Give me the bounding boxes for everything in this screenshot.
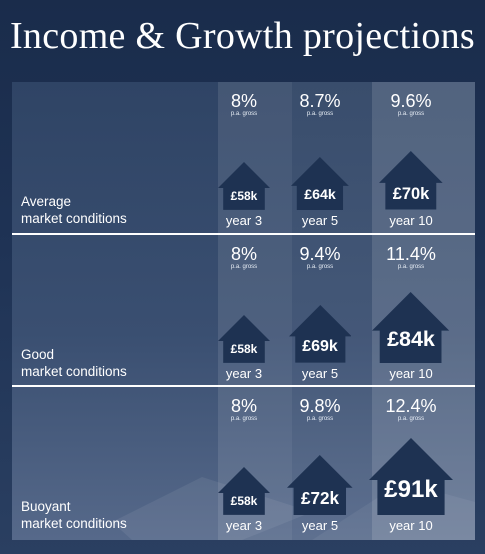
rate-label: p.a. gross <box>230 111 258 117</box>
house-value: £84k <box>387 326 435 351</box>
year-label: year 5 <box>301 366 339 381</box>
house-shape <box>291 156 349 210</box>
rate-label: p.a. gross <box>397 111 425 117</box>
row-divider-2 <box>12 385 475 387</box>
house-value: £64k <box>304 187 336 204</box>
house-shape <box>218 315 270 363</box>
house-icon: £58k <box>218 467 270 515</box>
year-label: year 5 <box>301 213 339 228</box>
column-year-3-background <box>218 82 292 540</box>
house-value: £72k <box>300 488 339 508</box>
row-label-line1: Good <box>21 347 55 362</box>
house-shape <box>218 162 270 210</box>
house-shape <box>379 151 443 210</box>
column-year-5-background <box>292 82 372 540</box>
year-label: year 3 <box>225 213 263 228</box>
year-label: year 5 <box>301 518 339 533</box>
house-shape <box>372 291 450 363</box>
row-label-line1: Buoyant <box>21 499 71 514</box>
house-shape <box>288 305 352 363</box>
house-shape <box>287 454 353 515</box>
house-icon: £91k <box>369 437 453 515</box>
house-value: £58k <box>230 494 258 509</box>
row-label-line2: market conditions <box>21 516 127 531</box>
row-label-line1: Average <box>21 194 72 209</box>
rate-value: 9.6% <box>390 91 432 111</box>
row-label: Buoyant market conditions <box>21 498 127 532</box>
house-value: £70k <box>392 184 430 203</box>
projection-table: Average market conditions 8% p.a. gross £58k… <box>12 82 475 540</box>
house-icon: £64k <box>291 156 349 210</box>
rate-label: p.a. gross <box>230 416 258 422</box>
rate-label: p.a. gross <box>306 111 334 117</box>
house-value: £91k <box>384 476 438 504</box>
year-label: year 3 <box>225 366 263 381</box>
year-label: year 3 <box>225 518 263 533</box>
rate-value: 8% <box>230 396 257 416</box>
house-icon: £72k <box>287 454 353 515</box>
rate-value: 8% <box>230 91 257 111</box>
house-icon: £69k <box>288 305 352 363</box>
house-icon: £58k <box>218 162 270 210</box>
row-label-line2: market conditions <box>21 364 127 379</box>
rate-value: 9.4% <box>299 244 341 264</box>
rate-value: 11.4% <box>386 244 436 264</box>
rate-value: 8% <box>230 244 257 264</box>
rate-label: p.a. gross <box>397 264 425 270</box>
row-label-line2: market conditions <box>21 211 127 226</box>
year-label: year 10 <box>389 518 433 533</box>
year-label: year 10 <box>389 213 433 228</box>
house-value: £69k <box>302 338 338 356</box>
house-shape <box>218 467 270 515</box>
house-icon: £84k <box>372 291 450 363</box>
house-value: £58k <box>230 342 258 357</box>
rate-label: p.a. gross <box>306 416 334 422</box>
house-value: £58k <box>230 189 258 204</box>
rate-label: p.a. gross <box>230 264 258 270</box>
house-icon: £58k <box>218 315 270 363</box>
page-title: Income & Growth projections <box>9 15 476 57</box>
row-divider-1 <box>12 233 475 235</box>
rate-value: 12.4% <box>385 396 437 416</box>
rate-label: p.a. gross <box>306 264 334 270</box>
rate-label: p.a. gross <box>397 416 425 422</box>
year-label: year 10 <box>389 366 433 381</box>
row-label: Good market conditions <box>21 346 127 380</box>
rate-value: 9.8% <box>299 396 341 416</box>
row-label: Average market conditions <box>21 193 127 227</box>
rate-value: 8.7% <box>299 91 341 111</box>
house-shape <box>369 437 453 515</box>
house-icon: £70k <box>379 151 443 210</box>
